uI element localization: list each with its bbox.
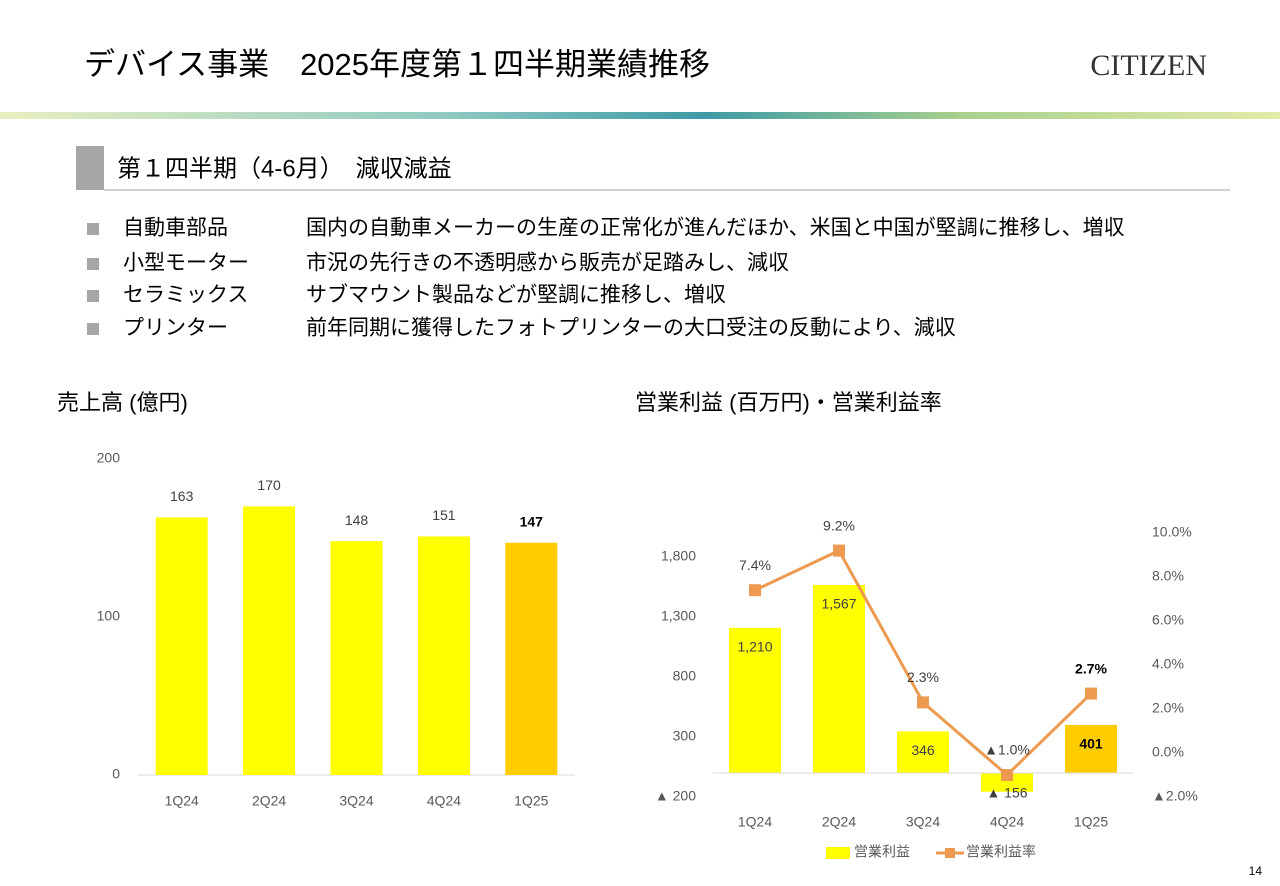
- y2-tick-label: 2.0%: [1152, 700, 1184, 716]
- y2-tick-label: ▲2.0%: [1152, 788, 1198, 804]
- legend-swatch: [945, 848, 955, 858]
- bar: [1065, 724, 1117, 773]
- bar: [505, 542, 558, 775]
- value-label: ▲1.0%: [984, 742, 1030, 758]
- value-label: 170: [257, 477, 281, 493]
- y2-tick-label: 0.0%: [1152, 744, 1184, 760]
- bullet-text: 国内の自動車メーカーの生産の正常化が進んだほか、米国と中国が堅調に推移し、増収: [306, 217, 1125, 240]
- x-tick-label: 3Q24: [339, 793, 373, 809]
- line-marker: [917, 696, 929, 709]
- legend-label: 営業利益: [854, 844, 910, 860]
- bullet-square: [87, 258, 99, 270]
- legend-swatch: [826, 847, 850, 859]
- x-tick-label: 1Q25: [514, 793, 548, 809]
- y2-tick-label: 6.0%: [1152, 612, 1184, 628]
- value-label: ▲ 156: [986, 784, 1027, 800]
- section-marker: [76, 146, 104, 190]
- value-label: 9.2%: [823, 517, 855, 533]
- bar: [155, 517, 208, 775]
- chart-title: 売上高 (億円): [57, 390, 188, 415]
- value-label: 7.4%: [739, 557, 771, 573]
- slide-title: デバイス事業 2025年度第１四半期業績推移: [84, 47, 710, 82]
- x-tick-label: 3Q24: [906, 814, 940, 830]
- y-tick-label: ▲ 200: [655, 788, 696, 804]
- bar: [813, 584, 865, 773]
- y2-tick-label: 10.0%: [1152, 524, 1192, 540]
- value-label: 346: [911, 742, 935, 758]
- bar: [417, 536, 470, 775]
- header-band: [0, 112, 1280, 119]
- value-label: 1,210: [737, 639, 772, 655]
- y-tick-label: 800: [673, 668, 697, 684]
- x-tick-label: 1Q25: [1074, 814, 1108, 830]
- value-label: 401: [1079, 736, 1103, 752]
- value-label: 163: [170, 488, 194, 504]
- y-tick-label: 0: [112, 766, 120, 782]
- legend-label: 営業利益率: [966, 844, 1036, 860]
- logo: CITIZEN: [1090, 49, 1207, 82]
- bullet-square: [87, 290, 99, 302]
- bullet-label: セラミックス: [123, 284, 248, 307]
- y2-tick-label: 8.0%: [1152, 568, 1184, 584]
- section-heading: 第１四半期（4-6月） 減収減益: [117, 155, 452, 182]
- y2-tick-label: 4.0%: [1152, 656, 1184, 672]
- bullet-text: 前年同期に獲得したフォトプリンターの大口受注の反動により、減収: [306, 317, 956, 340]
- value-label: 1,567: [821, 596, 856, 612]
- bar: [729, 627, 781, 773]
- bullet-label: 自動車部品: [123, 217, 228, 240]
- line-marker: [1085, 687, 1097, 700]
- y-tick-label: 300: [673, 728, 697, 744]
- bar: [330, 541, 383, 775]
- bullet-text: サブマウント製品などが堅調に推移し、増収: [306, 284, 726, 307]
- line-marker: [1001, 769, 1013, 781]
- value-label: 148: [345, 512, 369, 528]
- bullet-label: 小型モーター: [123, 252, 249, 275]
- x-tick-label: 4Q24: [427, 793, 461, 809]
- y-tick-label: 1,800: [661, 548, 696, 564]
- y-tick-label: 1,300: [661, 608, 696, 624]
- chart-title: 営業利益 (百万円)・営業利益率: [635, 390, 942, 415]
- bullet-square: [87, 323, 99, 335]
- value-label: 151: [432, 507, 456, 523]
- x-tick-label: 2Q24: [252, 793, 286, 809]
- page-number: 14: [1249, 864, 1263, 878]
- line-marker: [833, 544, 845, 557]
- bullet-square: [87, 223, 99, 235]
- bar: [897, 731, 949, 773]
- x-tick-label: 1Q24: [165, 793, 199, 809]
- value-label: 147: [520, 513, 544, 529]
- line-marker: [749, 584, 761, 597]
- y-tick-label: 100: [97, 608, 121, 624]
- bar: [243, 506, 296, 775]
- value-label: 2.3%: [907, 669, 939, 685]
- value-label: 2.7%: [1075, 660, 1107, 676]
- x-tick-label: 1Q24: [738, 814, 772, 830]
- x-tick-label: 4Q24: [990, 814, 1024, 830]
- bar: [981, 773, 1033, 792]
- bullet-label: プリンター: [123, 317, 228, 340]
- x-tick-label: 2Q24: [822, 814, 856, 830]
- y-tick-label: 200: [97, 450, 121, 466]
- bullet-text: 市況の先行きの不透明感から販売が足踏みし、減収: [306, 252, 789, 275]
